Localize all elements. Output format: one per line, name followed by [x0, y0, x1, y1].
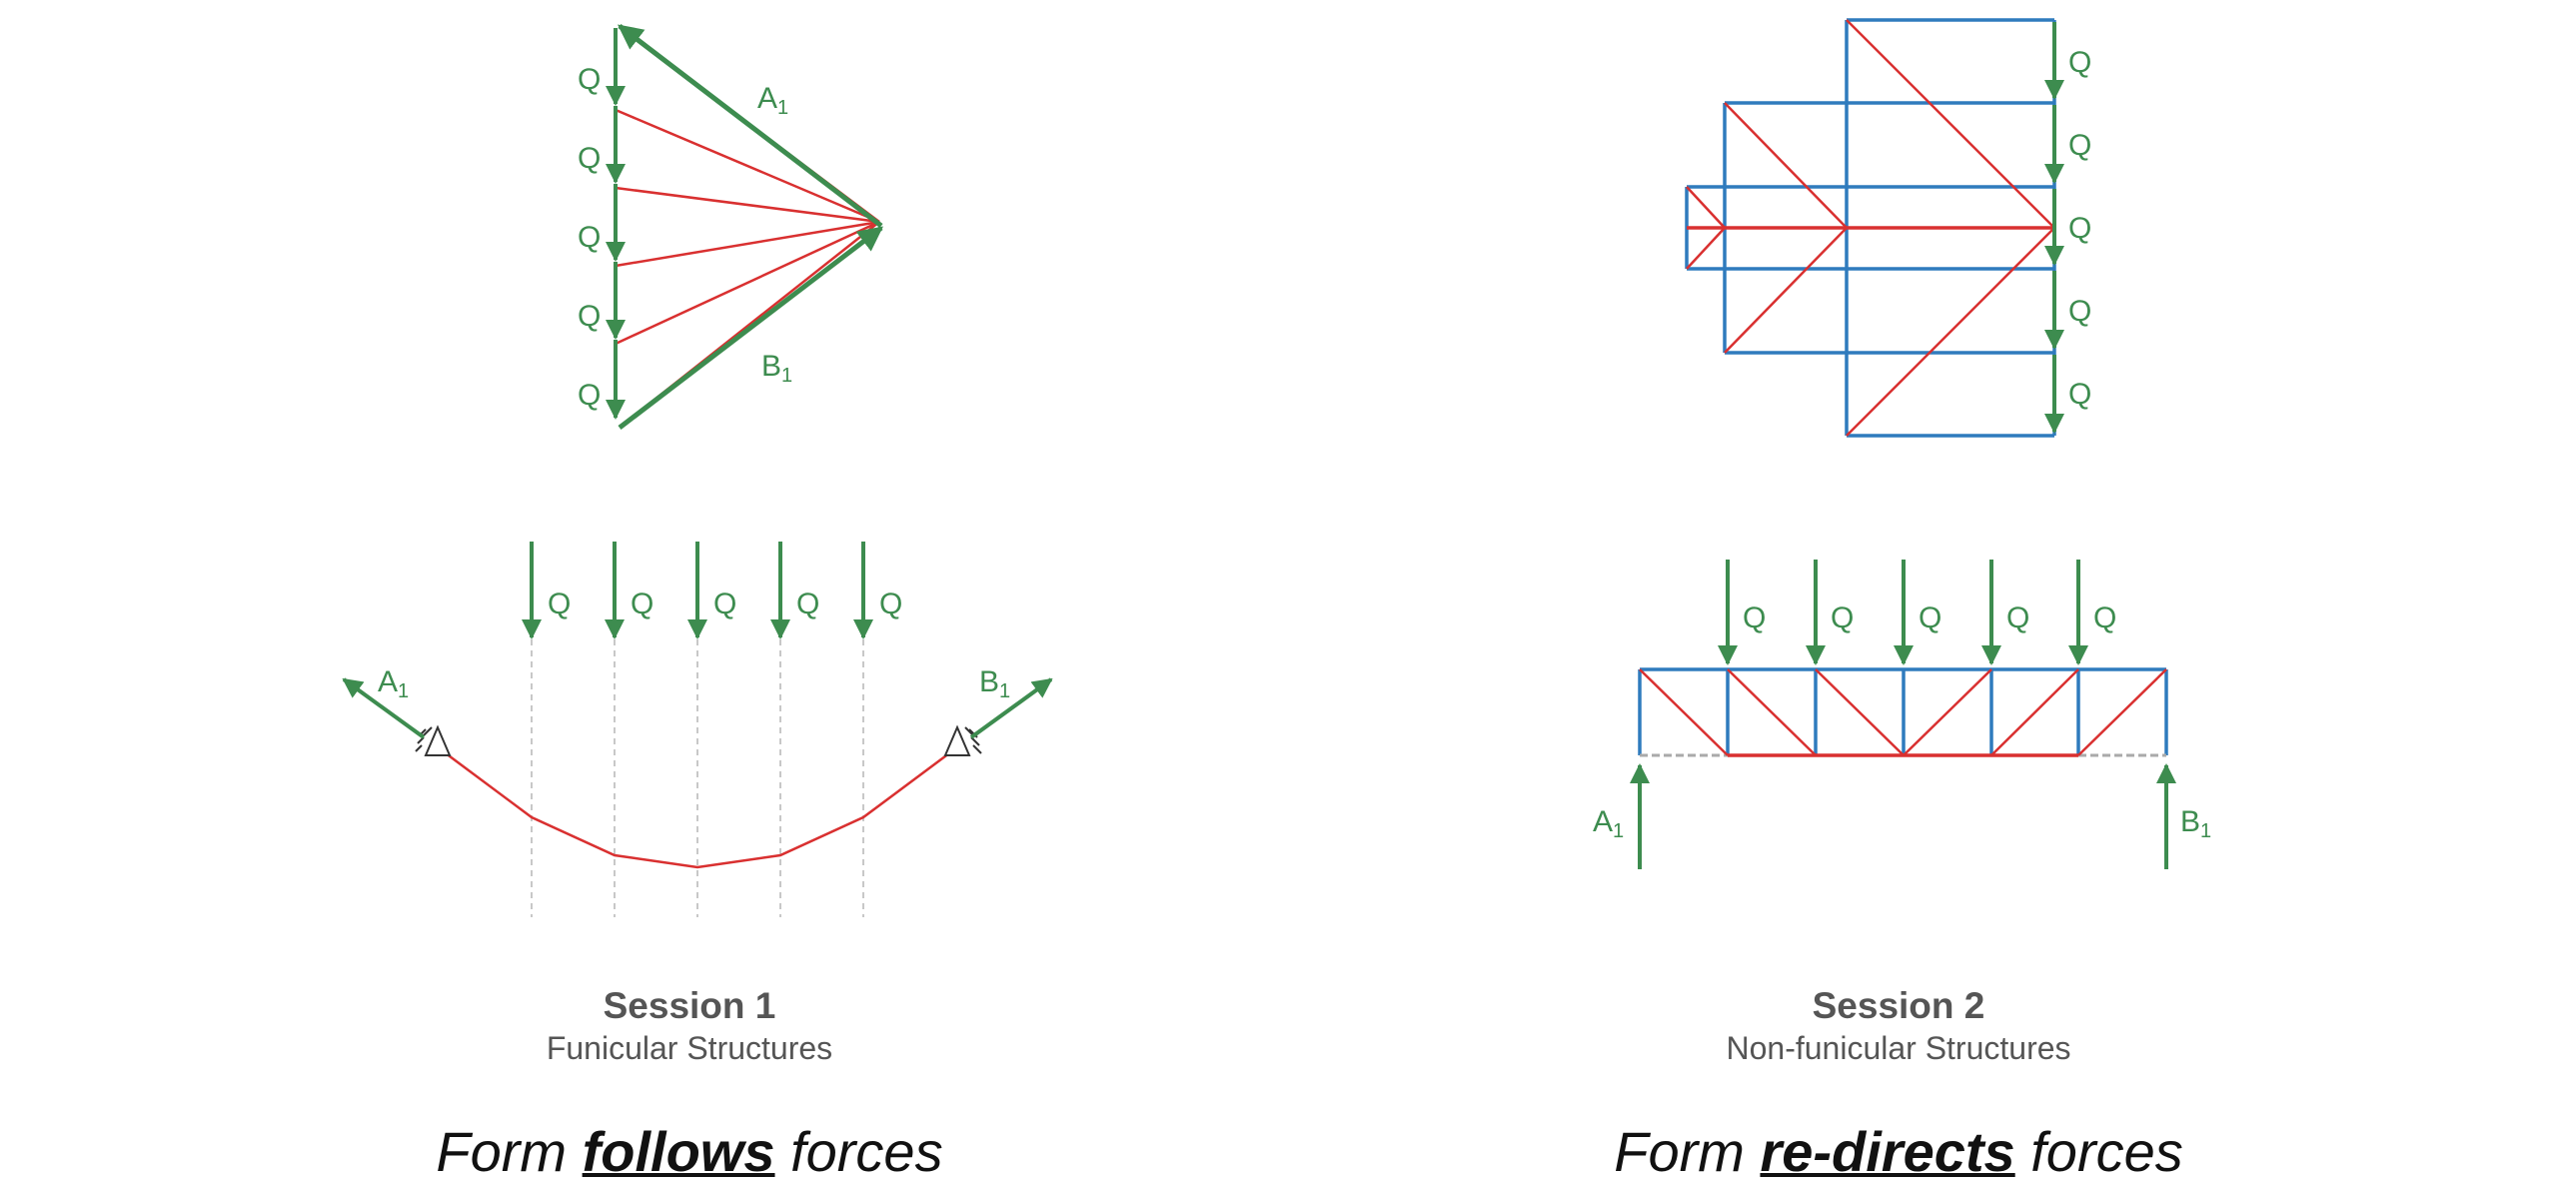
session2-truss: Q Q Q Q Q A1 B1: [1593, 560, 2211, 869]
load-label: Q: [578, 221, 601, 254]
load-label: Q: [2068, 212, 2091, 245]
load-label: Q: [578, 379, 601, 412]
reaction-a-vector: [618, 24, 883, 228]
polygon-ray: [615, 186, 880, 224]
truss-loads: [1630, 560, 2176, 869]
truss-members: [1639, 668, 2167, 757]
polygon-ray: [615, 108, 880, 224]
load-label: Q: [2068, 46, 2091, 79]
load-label: Q: [578, 63, 601, 96]
reaction-b-label: B1: [761, 350, 792, 387]
load-label: Q: [1919, 601, 1941, 634]
load-label: Q: [631, 588, 653, 620]
load-lines: [531, 639, 864, 917]
funicular-cable: [437, 745, 958, 869]
session2-subtitle: Non-funicular Structures: [1726, 1030, 2071, 1066]
reaction-b-arrow: [969, 677, 1053, 739]
session1-caption: Session 1 Funicular Structures: [490, 984, 889, 1068]
load-label: Q: [2006, 601, 2029, 634]
session1-form-diagram: Q Q Q Q Q A1 B1: [342, 542, 1053, 917]
session1-title: Session 1: [603, 985, 776, 1026]
load-label: Q: [578, 300, 601, 333]
session1-subtitle: Funicular Structures: [546, 1030, 833, 1066]
session2-motto: Form re-directs forces: [1539, 1119, 2258, 1184]
polygon-ray: [615, 220, 880, 346]
load-label: Q: [2068, 378, 2091, 411]
reaction-a-label: A1: [1593, 805, 1624, 842]
motto-text: Form: [1614, 1120, 1761, 1183]
reaction-b-vector: [618, 226, 883, 430]
session1-force-polygon: Q Q Q Q Q A1 B1: [578, 24, 883, 430]
support-left: [415, 724, 452, 756]
load-label: Q: [713, 588, 736, 620]
reaction-a-label: A1: [757, 82, 788, 119]
load-label: Q: [548, 588, 571, 620]
motto-emphasis: re-directs: [1760, 1120, 2015, 1183]
load-label: Q: [1743, 601, 1766, 634]
form-loads: [342, 542, 1053, 739]
load-label: Q: [578, 142, 601, 175]
session2-caption: Session 2 Non-funicular Structures: [1679, 984, 2118, 1068]
motto-text: forces: [2014, 1120, 2183, 1183]
load-label: Q: [2068, 295, 2091, 328]
load-label: Q: [796, 588, 819, 620]
polygon-ray: [615, 220, 880, 268]
session2-force-diagram: Q Q Q Q Q: [1685, 18, 2091, 438]
truss-chords: [1638, 667, 2168, 755]
load-label: Q: [2068, 129, 2091, 162]
reaction-b-label: B1: [2180, 805, 2211, 842]
motto-text: forces: [774, 1120, 943, 1183]
support-icon: [424, 724, 452, 756]
motto-text: Form: [436, 1120, 583, 1183]
motto-emphasis: follows: [582, 1120, 775, 1183]
load-label: Q: [2093, 601, 2116, 634]
load-label: Q: [879, 588, 902, 620]
session2-title: Session 2: [1812, 985, 1985, 1026]
support-icon: [943, 724, 971, 756]
reaction-a-label: A1: [378, 665, 409, 702]
load-label: Q: [1831, 601, 1854, 634]
reaction-b-label: B1: [979, 665, 1010, 702]
reaction-a-arrow: [342, 677, 426, 739]
session1-motto: Form follows forces: [340, 1119, 1039, 1184]
force-polygon-rays: [615, 108, 880, 346]
force-diagram-members: [1686, 19, 2055, 437]
